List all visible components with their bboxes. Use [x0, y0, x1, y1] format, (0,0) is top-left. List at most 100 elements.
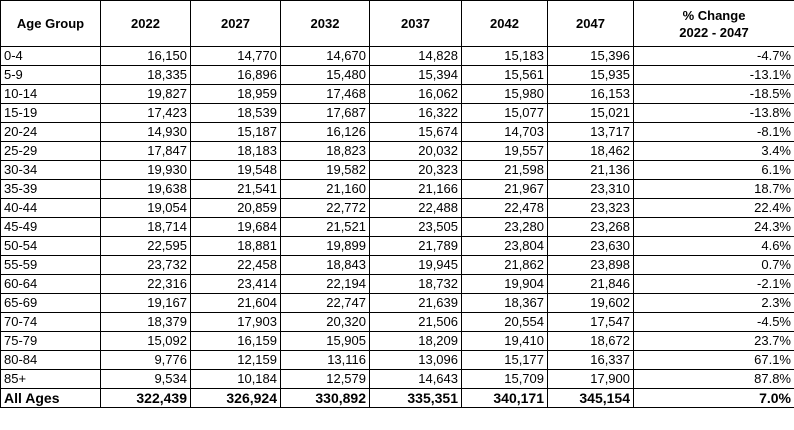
- cell: 14,703: [461, 122, 548, 142]
- cell: 19,582: [280, 160, 370, 180]
- row-label: 30-34: [0, 160, 101, 180]
- cell: 16,153: [547, 84, 634, 104]
- cell: 6.1%: [633, 160, 794, 180]
- cell: 13,116: [280, 350, 370, 370]
- cell: 21,846: [547, 274, 634, 294]
- cell: 19,054: [100, 198, 191, 218]
- table-row: 25-29 17,847 18,183 18,823 20,032 19,557 18,46…: [0, 141, 794, 161]
- cell: 21,639: [369, 293, 462, 313]
- cell: 326,924: [190, 388, 281, 408]
- row-label: 5-9: [0, 65, 101, 85]
- table-body: 0-4 16,150 14,770 14,670 14,828 15,183 15,396-…: [0, 46, 794, 408]
- row-label: 70-74: [0, 312, 101, 332]
- cell: 14,670: [280, 46, 370, 66]
- cell: 18,672: [547, 331, 634, 351]
- cell: 15,905: [280, 331, 370, 351]
- table-row: 60-64 22,316 23,414 22,194 18,732 19,904 21,84…: [0, 274, 794, 294]
- cell: 20,032: [369, 141, 462, 161]
- row-label: 45-49: [0, 217, 101, 237]
- row-label: 15-19: [0, 103, 101, 123]
- cell: 17,687: [280, 103, 370, 123]
- cell: 21,604: [190, 293, 281, 313]
- table-row: All Ages 322,439 326,924 330,892 335,351 340,…: [0, 388, 794, 408]
- cell: 18,539: [190, 103, 281, 123]
- cell: 16,337: [547, 350, 634, 370]
- cell: 14,643: [369, 369, 462, 389]
- cell: 21,789: [369, 236, 462, 256]
- cell: 20,323: [369, 160, 462, 180]
- cell: 22,316: [100, 274, 191, 294]
- row-label: 55-59: [0, 255, 101, 275]
- row-label: 85+: [0, 369, 101, 389]
- cell: 19,930: [100, 160, 191, 180]
- cell: 340,171: [461, 388, 548, 408]
- cell: 19,548: [190, 160, 281, 180]
- cell: 19,167: [100, 293, 191, 313]
- cell: 13,717: [547, 122, 634, 142]
- cell: 7.0%: [633, 388, 794, 408]
- data-table: Age Group 2022 2027 2032 2037 2042 2047% Chang…: [0, 0, 794, 408]
- cell: 9,534: [100, 369, 191, 389]
- cell: 21,598: [461, 160, 548, 180]
- cell: 17,468: [280, 84, 370, 104]
- table-row: 30-34 19,930 19,548 19,582 20,323 21,598 21,13…: [0, 160, 794, 180]
- cell: 23,630: [547, 236, 634, 256]
- row-label: 35-39: [0, 179, 101, 199]
- cell: 19,945: [369, 255, 462, 275]
- row-label: All Ages: [0, 388, 101, 408]
- cell: 345,154: [547, 388, 634, 408]
- cell: 87.8%: [633, 369, 794, 389]
- cell: 23.7%: [633, 331, 794, 351]
- cell: -13.1%: [633, 65, 794, 85]
- cell: 21,541: [190, 179, 281, 199]
- table-row: 85+ 9,534 10,184 12,579 14,643 15,709 17,900 87…: [0, 369, 794, 389]
- cell: 14,770: [190, 46, 281, 66]
- cell: 19,638: [100, 179, 191, 199]
- table-row: 15-19 17,423 18,539 17,687 16,322 15,077 15,02…: [0, 103, 794, 123]
- cell: -4.5%: [633, 312, 794, 332]
- cell: 4.6%: [633, 236, 794, 256]
- cell: 14,828: [369, 46, 462, 66]
- cell: 21,160: [280, 179, 370, 199]
- cell: 19,602: [547, 293, 634, 313]
- cell: 330,892: [280, 388, 370, 408]
- cell: 18,335: [100, 65, 191, 85]
- cell: 16,896: [190, 65, 281, 85]
- cell: 16,126: [280, 122, 370, 142]
- cell: 20,554: [461, 312, 548, 332]
- cell: 15,021: [547, 103, 634, 123]
- cell: -8.1%: [633, 122, 794, 142]
- cell: 12,579: [280, 369, 370, 389]
- cell: 22,747: [280, 293, 370, 313]
- cell: 20,320: [280, 312, 370, 332]
- cell: 19,827: [100, 84, 191, 104]
- table-row: 40-44 19,054 20,859 22,772 22,488 22,478 23,32…: [0, 198, 794, 218]
- cell: 13,096: [369, 350, 462, 370]
- header-cell: 2042: [461, 0, 548, 47]
- table-row: 55-59 23,732 22,458 18,843 19,945 21,862 23,89…: [0, 255, 794, 275]
- row-label: 25-29: [0, 141, 101, 161]
- cell: 23,732: [100, 255, 191, 275]
- cell: 22,194: [280, 274, 370, 294]
- cell: 21,166: [369, 179, 462, 199]
- cell: 15,935: [547, 65, 634, 85]
- cell: 17,900: [547, 369, 634, 389]
- cell: 22,595: [100, 236, 191, 256]
- table-row: 75-79 15,092 16,159 15,905 18,209 19,410 18,67…: [0, 331, 794, 351]
- cell: 23,323: [547, 198, 634, 218]
- cell: 3.4%: [633, 141, 794, 161]
- row-label: 80-84: [0, 350, 101, 370]
- cell: 16,159: [190, 331, 281, 351]
- cell: 19,557: [461, 141, 548, 161]
- row-label: 65-69: [0, 293, 101, 313]
- cell: 15,187: [190, 122, 281, 142]
- cell: 17,547: [547, 312, 634, 332]
- table-row: 80-84 9,776 12,159 13,116 13,096 15,177 16,337…: [0, 350, 794, 370]
- cell: -2.1%: [633, 274, 794, 294]
- row-label: 0-4: [0, 46, 101, 66]
- cell: 15,394: [369, 65, 462, 85]
- cell: 15,480: [280, 65, 370, 85]
- cell: 18,732: [369, 274, 462, 294]
- cell: 20,859: [190, 198, 281, 218]
